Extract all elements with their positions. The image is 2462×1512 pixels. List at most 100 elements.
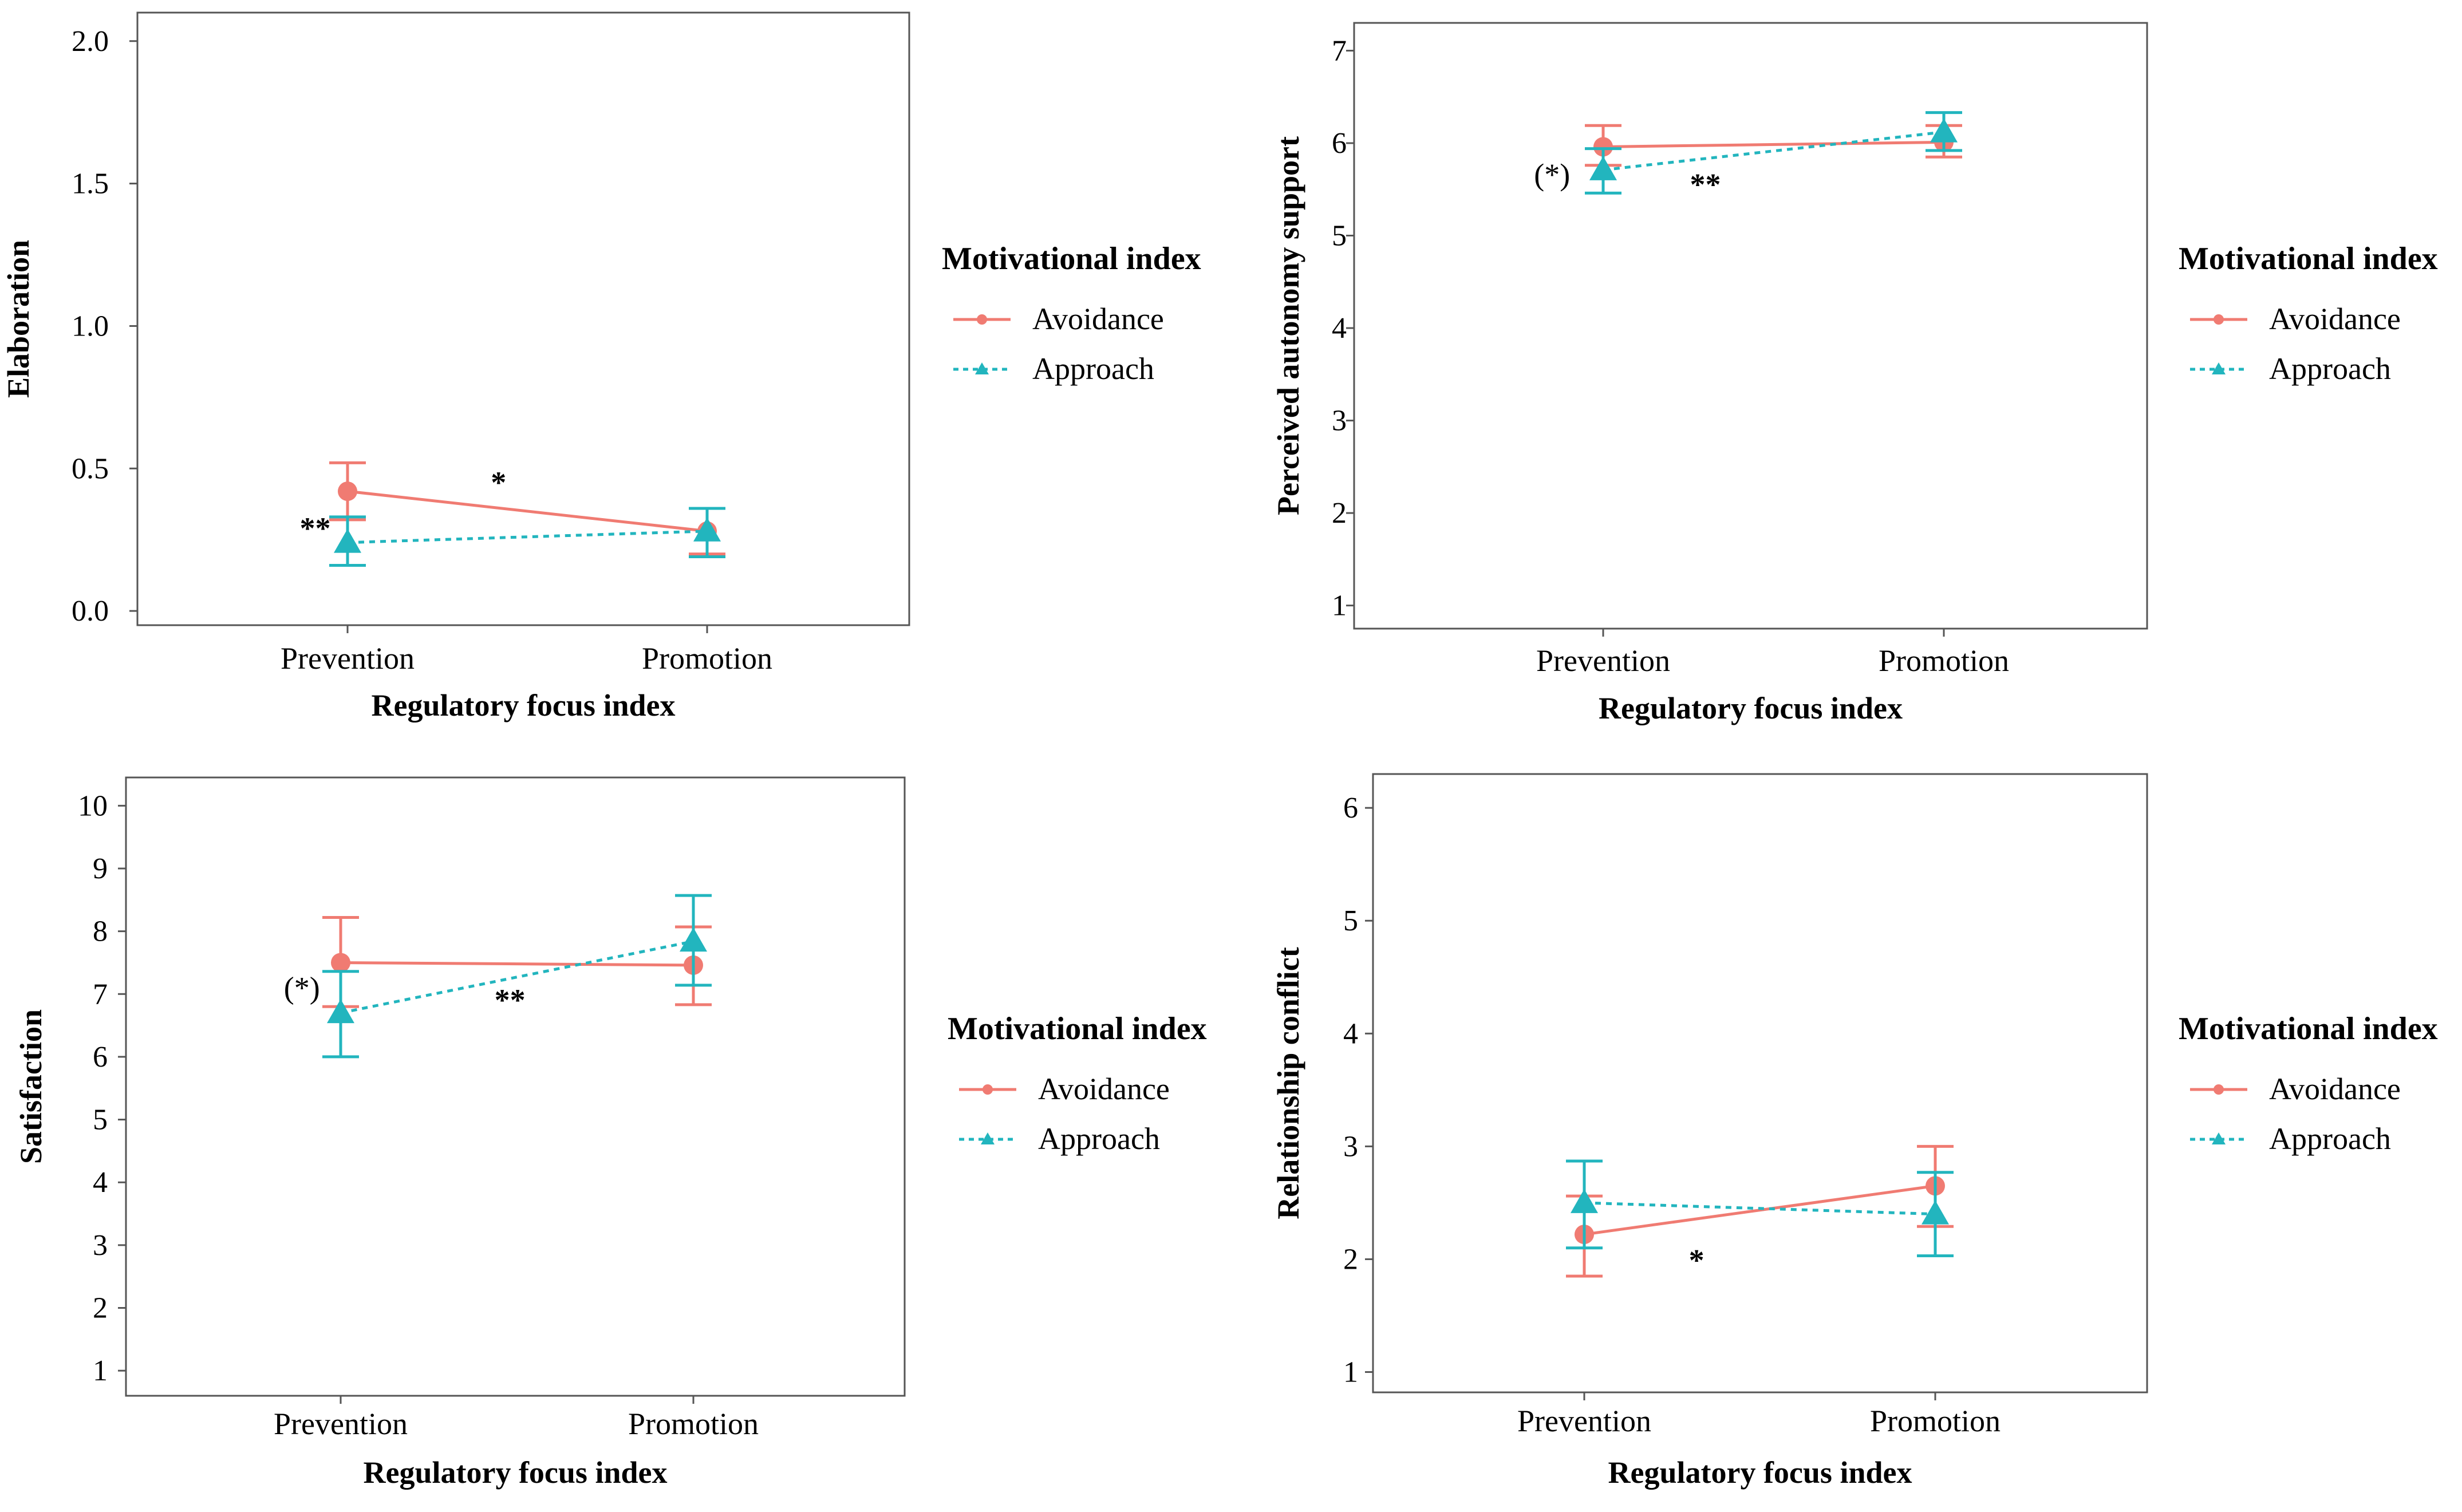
approach-line: [347, 530, 708, 544]
legend-title: Motivational index: [2179, 241, 2438, 277]
y-tick-label: 6: [1343, 792, 1358, 824]
approach-point: [1930, 118, 1958, 143]
approach-line: [1584, 1201, 1936, 1216]
y-tick-label: 5: [1332, 220, 1347, 252]
approach-point: [1571, 1189, 1598, 1213]
legend-entry-avoidance: Avoidance: [2269, 1072, 2401, 1106]
y-tick-label: 2: [1332, 497, 1347, 530]
avoidance-line: [340, 961, 694, 967]
x-axis-title: Regulatory focus index: [1608, 1455, 1912, 1490]
x-tick-label: Promotion: [1879, 644, 2009, 678]
y-axis-title: Elaboration: [1, 240, 35, 398]
y-axis-title: Satisfaction: [14, 1009, 48, 1164]
avoidance-line: [347, 489, 708, 533]
y-tick-label: 6: [1332, 127, 1347, 160]
legend-avoidance-marker: [983, 1084, 993, 1095]
legend: Motivational index Avoidance Approach: [942, 241, 1201, 386]
legend: Motivational index Avoidance Approach: [2179, 241, 2438, 386]
x-tick-label: Promotion: [1870, 1404, 2001, 1438]
legend-entry-approach: Approach: [2269, 352, 2391, 386]
legend-entry-approach: Approach: [1038, 1122, 1160, 1156]
y-tick-label: 3: [1332, 405, 1347, 437]
y-tick-label: 4: [93, 1166, 108, 1199]
y-tick-label: 0.0: [72, 595, 109, 627]
y-tick-label: 1: [93, 1355, 108, 1387]
chart-panel-4: 1 2 3 4 5 6 Prevention Promotion Regulatory focu…: [1271, 773, 2438, 1490]
x-axis-title: Regulatory focus index: [372, 688, 676, 723]
y-tick-label: 2: [93, 1292, 108, 1324]
significance-label: (*): [1534, 157, 1570, 192]
significance-label: *: [491, 465, 506, 500]
approach-line: [340, 939, 694, 1014]
y-tick-label: 3: [1343, 1130, 1358, 1163]
y-tick-label: 1: [1332, 590, 1347, 622]
avoidance-line: [1584, 1184, 1936, 1236]
x-tick-label: Prevention: [281, 641, 415, 676]
legend: Motivational index Avoidance Approach: [2179, 1011, 2438, 1156]
approach-line: [1603, 131, 1944, 172]
y-tick-label: 7: [1332, 34, 1347, 67]
y-tick-label: 1: [1343, 1356, 1358, 1389]
y-tick-label: 8: [93, 915, 108, 948]
legend-approach-marker: [981, 1132, 995, 1144]
legend-avoidance-marker: [977, 314, 987, 325]
significance-label: **: [1690, 168, 1721, 202]
significance-label: (*): [284, 970, 320, 1005]
legend-title: Motivational index: [948, 1011, 1207, 1047]
avoidance-point: [331, 953, 350, 973]
x-tick-label: Prevention: [274, 1407, 408, 1441]
significance-label: *: [1689, 1243, 1705, 1277]
chart-panel-1: 0.0 0.5 1.0 1.5 2.0 Prevention Promotion Regula…: [1, 11, 1201, 723]
legend-entry-avoidance: Avoidance: [1032, 302, 1164, 336]
y-tick-label: 2: [1343, 1243, 1358, 1276]
significance-label: **: [495, 983, 526, 1017]
plot-frame: [1372, 773, 2148, 1393]
x-tick-label: Promotion: [642, 641, 772, 676]
legend: Motivational index Avoidance Approach: [948, 1011, 1207, 1156]
y-tick-label: 4: [1332, 312, 1347, 345]
legend-entry-approach: Approach: [2269, 1122, 2391, 1156]
legend-avoidance-marker: [2214, 1084, 2224, 1095]
legend-approach-marker: [2212, 362, 2226, 374]
legend-title: Motivational index: [942, 241, 1201, 277]
y-tick-label: 5: [1343, 905, 1358, 937]
chart-panel-2: 1 2 3 4 5 6 7 Prevention Promotion Regulatory foc…: [1271, 22, 2438, 725]
y-tick-label: 7: [93, 978, 108, 1010]
x-axis-title: Regulatory focus index: [364, 1455, 668, 1490]
x-axis-title: Regulatory focus index: [1599, 691, 1903, 725]
y-axis-title: Perceived autonomy support: [1271, 136, 1305, 515]
approach-point: [680, 927, 707, 952]
x-tick-label: Prevention: [1517, 1404, 1651, 1438]
y-axis-title: Relationship conflict: [1271, 947, 1305, 1219]
y-tick-label: 0.5: [72, 452, 109, 485]
legend-approach-marker: [2212, 1132, 2226, 1144]
plot-frame: [136, 11, 910, 626]
plot-frame: [1353, 22, 2148, 630]
legend-approach-marker: [975, 362, 989, 374]
y-tick-label: 2.0: [72, 25, 109, 58]
x-tick-label: Prevention: [1536, 644, 1670, 678]
x-tick-label: Promotion: [628, 1407, 759, 1441]
y-tick-label: 1.0: [72, 310, 109, 342]
legend-avoidance-marker: [2214, 314, 2224, 325]
approach-point: [1922, 1200, 1949, 1225]
y-tick-label: 6: [93, 1041, 108, 1073]
legend-title: Motivational index: [2179, 1011, 2438, 1047]
y-tick-label: 3: [93, 1229, 108, 1262]
approach-point: [693, 517, 721, 542]
avoidance-point: [338, 481, 357, 502]
approach-point: [334, 528, 361, 553]
avoidance-point: [1593, 137, 1613, 157]
approach-point: [327, 999, 354, 1024]
plot-frame: [125, 776, 906, 1397]
y-tick-label: 5: [93, 1104, 108, 1136]
y-tick-label: 10: [78, 789, 108, 822]
y-tick-label: 1.5: [72, 168, 109, 200]
y-tick-label: 9: [93, 852, 108, 885]
legend-entry-avoidance: Avoidance: [2269, 302, 2401, 336]
chart-panel-3: 1 2 3 4 5 6 7 8 9 10 Prevention Promotion Regulatory…: [14, 776, 1207, 1490]
approach-point: [1589, 156, 1617, 180]
avoidance-line: [1603, 140, 1944, 148]
legend-entry-approach: Approach: [1032, 352, 1154, 386]
